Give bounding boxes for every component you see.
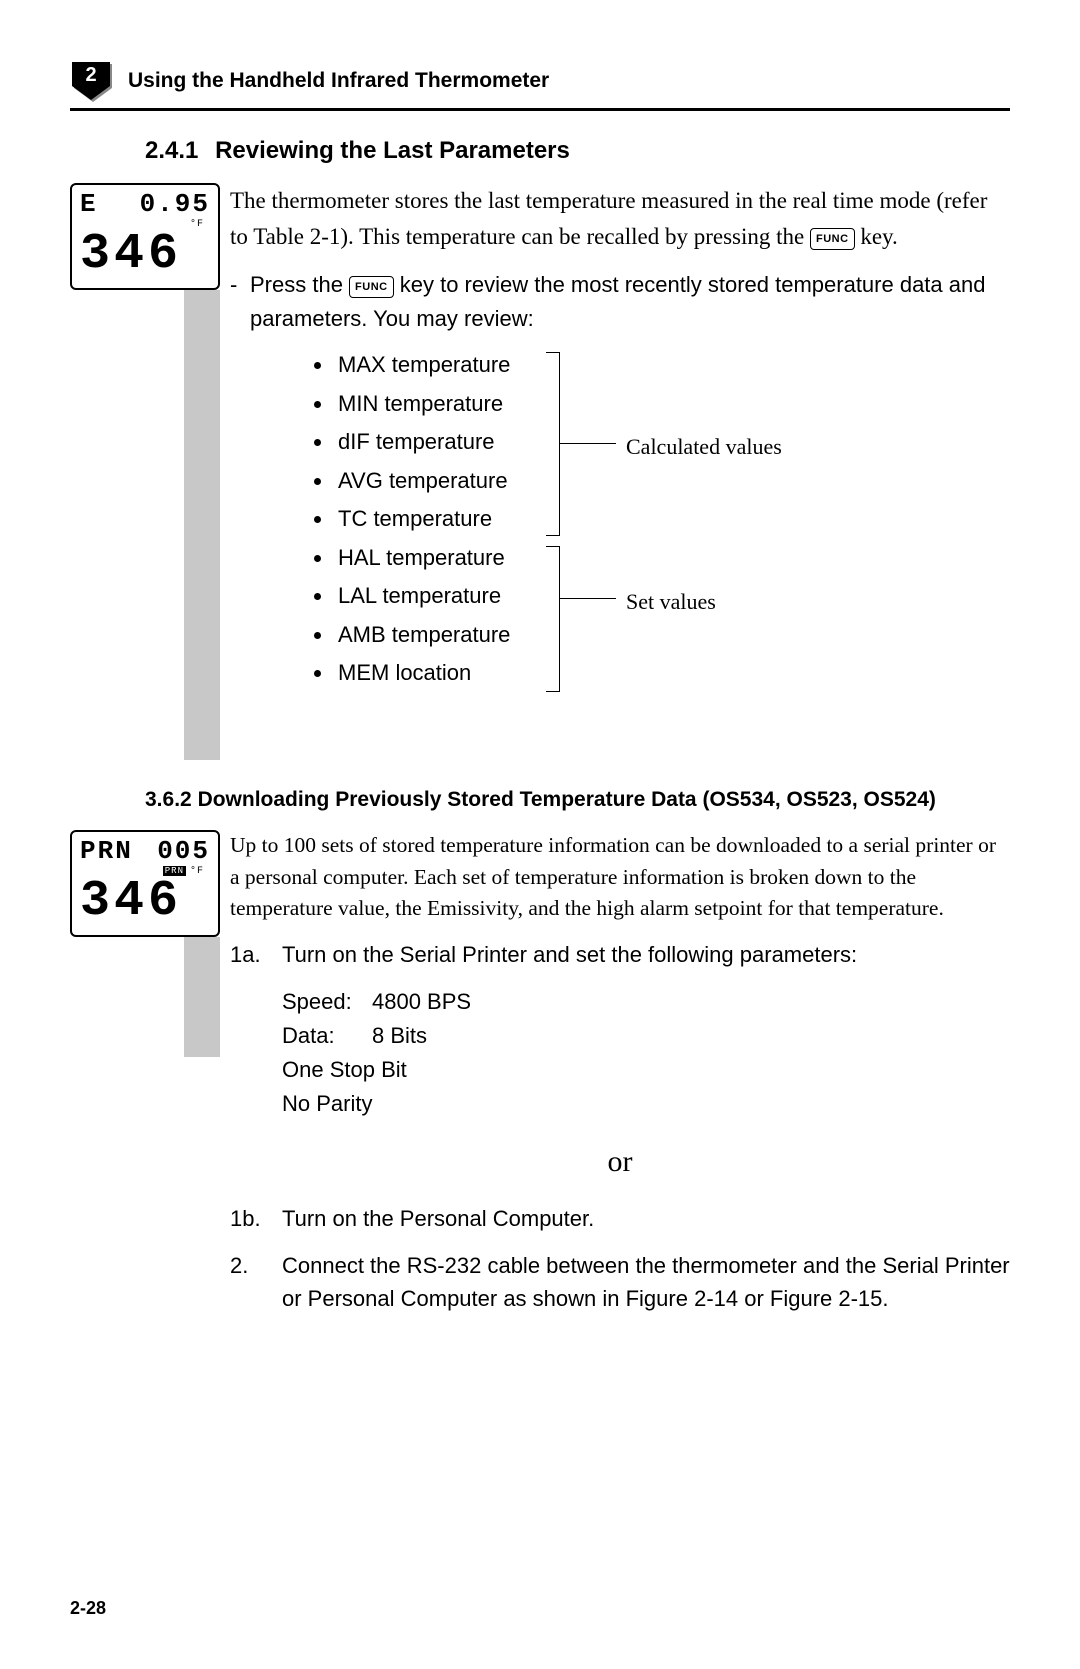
param-line: No Parity bbox=[282, 1087, 1010, 1121]
lcd1-top-left: E bbox=[80, 191, 98, 217]
section-number-1: 2.4.1 bbox=[145, 137, 198, 164]
lcd1-top-right: 0.95 bbox=[140, 191, 210, 217]
lcd2-top-right: 005 bbox=[157, 838, 210, 864]
bullet-group-1: MAX temperature MIN temperature dIF temp… bbox=[310, 346, 1010, 693]
step-text: Turn on the Serial Printer and set the f… bbox=[282, 938, 1010, 971]
section-heading-2: 3.6.2 Downloading Previously Stored Temp… bbox=[145, 786, 1010, 814]
grey-sidebar-2 bbox=[184, 937, 220, 1057]
lcd2-unit: °F bbox=[190, 866, 204, 877]
step-label: 1b. bbox=[230, 1202, 282, 1235]
param-line: One Stop Bit bbox=[282, 1053, 1010, 1087]
bullet-item: TC temperature bbox=[334, 500, 1010, 539]
bullet-item: AVG temperature bbox=[334, 462, 1010, 501]
chapter-badge: 2 bbox=[70, 60, 112, 102]
bracket-label-set: Set values bbox=[626, 585, 716, 619]
func-key-icon: FUNC bbox=[349, 276, 394, 298]
section2-intro: Up to 100 sets of stored temperature inf… bbox=[230, 830, 1010, 924]
parameter-bullets: MAX temperature MIN temperature dIF temp… bbox=[310, 346, 1010, 693]
page-number: 2-28 bbox=[70, 1598, 106, 1619]
bullet-item: MEM location bbox=[334, 654, 1010, 693]
bracket-tick-2 bbox=[560, 598, 616, 599]
bracket-calculated bbox=[546, 352, 560, 536]
param-value: 8 Bits bbox=[372, 1019, 427, 1053]
section-number-2: 3.6.2 bbox=[145, 788, 192, 811]
lcd2-top-left: PRN bbox=[80, 838, 133, 864]
chapter-number: 2 bbox=[70, 64, 112, 87]
grey-sidebar-1 bbox=[184, 290, 220, 760]
bracket-set bbox=[546, 546, 560, 692]
bullet-item: HAL temperature bbox=[334, 539, 1010, 578]
step-1b: 1b. Turn on the Personal Computer. bbox=[230, 1202, 1010, 1235]
section-title-1: Reviewing the Last Parameters bbox=[215, 137, 570, 164]
param-key: Speed: bbox=[282, 985, 372, 1019]
lcd-display-2: PRN 005 PRN°F 346 bbox=[70, 830, 220, 937]
section-title-2: Downloading Previously Stored Temperatur… bbox=[198, 788, 936, 811]
step-text: Turn on the Personal Computer. bbox=[282, 1202, 1010, 1235]
header-rule bbox=[70, 108, 1010, 111]
lcd1-main: 346 bbox=[80, 230, 210, 280]
bullet-item: MAX temperature bbox=[334, 346, 1010, 385]
bracket-tick-1 bbox=[560, 443, 616, 444]
param-key: Data: bbox=[282, 1019, 372, 1053]
chapter-title: Using the Handheld Infrared Thermometer bbox=[128, 69, 549, 93]
press-instruction: - Press the FUNC key to review the most … bbox=[230, 268, 1010, 336]
lcd-display-1: E 0.95 °F 346 bbox=[70, 183, 220, 290]
step-1a: 1a. Turn on the Serial Printer and set t… bbox=[230, 938, 1010, 971]
step-text: Connect the RS-232 cable between the the… bbox=[282, 1249, 1010, 1315]
func-key-icon: FUNC bbox=[810, 228, 855, 250]
bullet-item: MIN temperature bbox=[334, 385, 1010, 424]
step-label: 1a. bbox=[230, 938, 282, 971]
step-label: 2. bbox=[230, 1249, 282, 1315]
bullet-item: AMB temperature bbox=[334, 616, 1010, 655]
param-value: 4800 BPS bbox=[372, 985, 471, 1019]
lcd2-main: 346 bbox=[80, 877, 210, 927]
bracket-label-calculated: Calculated values bbox=[626, 430, 782, 464]
section-heading-1: 2.4.1 Reviewing the Last Parameters bbox=[145, 137, 1010, 165]
serial-parameters: Speed:4800 BPS Data:8 Bits One Stop Bit … bbox=[282, 985, 1010, 1121]
step-2: 2. Connect the RS-232 cable between the … bbox=[230, 1249, 1010, 1315]
section1-intro: The thermometer stores the last temperat… bbox=[230, 183, 1010, 254]
or-separator: or bbox=[230, 1139, 1010, 1186]
page-header: 2 Using the Handheld Infrared Thermomete… bbox=[70, 60, 1010, 102]
